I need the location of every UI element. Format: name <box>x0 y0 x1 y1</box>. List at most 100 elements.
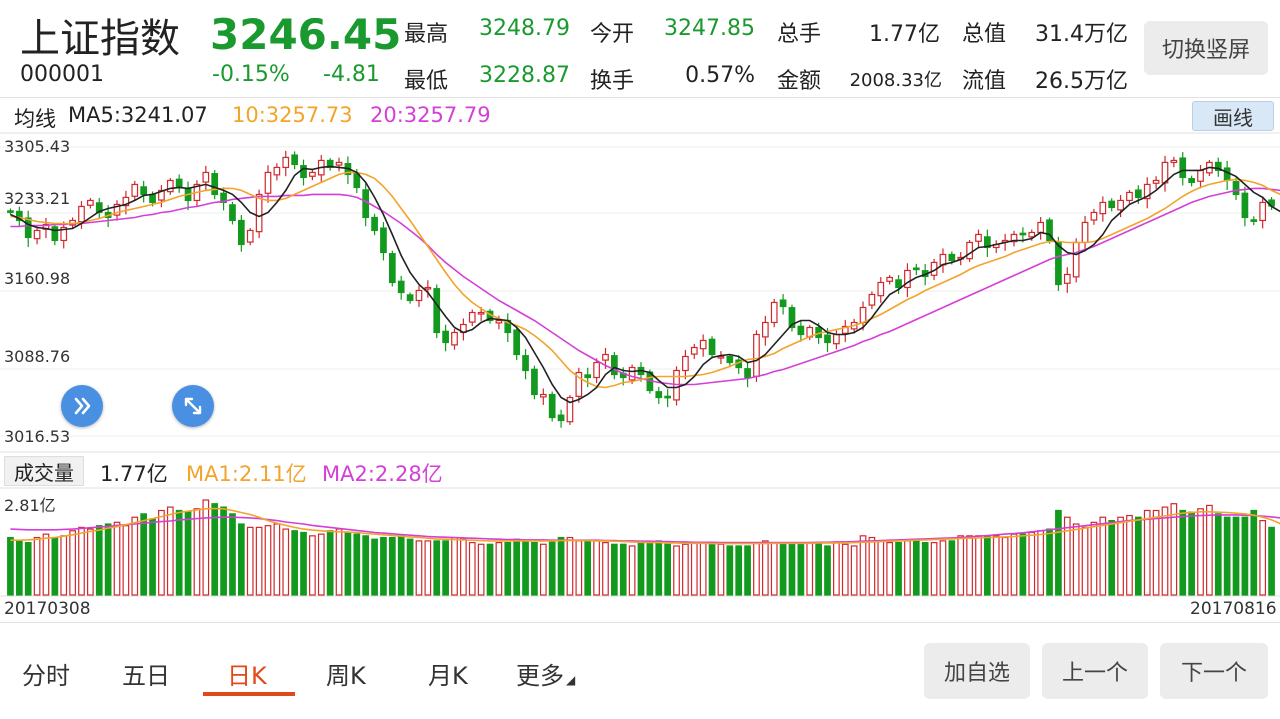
volume-bar <box>690 541 698 596</box>
volume-bar <box>33 536 41 596</box>
candle-body <box>761 321 769 338</box>
fullscreen-button[interactable] <box>172 385 214 427</box>
candle-body <box>255 193 263 233</box>
price-axis-label: 3088.76 <box>4 347 71 366</box>
candle-body <box>904 269 911 289</box>
candle-body <box>1072 241 1080 278</box>
volume-bar <box>619 543 627 596</box>
tab-five-day[interactable]: 五日 <box>122 662 170 690</box>
volume-bar <box>1037 530 1045 596</box>
stat-label-amount: 金额 <box>777 69 822 94</box>
tab-weekly-k[interactable]: 周K <box>326 662 366 690</box>
candle-body <box>1170 159 1178 164</box>
volume-bar <box>211 503 219 596</box>
candle-body <box>690 346 698 355</box>
volume-bar <box>1241 516 1249 596</box>
candle-body <box>655 391 663 399</box>
ma5-line <box>10 165 1280 404</box>
candle-body <box>948 253 956 262</box>
volume-bar <box>779 541 787 596</box>
volume-bar <box>566 536 574 596</box>
volume-bar <box>1063 516 1071 596</box>
stat-label-low: 最低 <box>404 69 449 94</box>
volume-bar <box>522 540 529 596</box>
tab-more[interactable]: 更多 ◢ <box>516 656 575 691</box>
candle-body <box>1108 200 1116 209</box>
volume-bar <box>1019 533 1027 596</box>
header-divider <box>0 97 1280 98</box>
volume-bar <box>149 518 156 596</box>
volume-bar <box>504 541 512 596</box>
volume-bars <box>7 499 1275 596</box>
candle-body <box>113 203 121 216</box>
draw-line-button[interactable]: 画线 <box>1192 101 1274 131</box>
ma20-line <box>10 187 1280 386</box>
candle-body <box>202 171 210 183</box>
volume-bar <box>531 541 538 596</box>
candle-body <box>309 171 316 177</box>
candle-body <box>335 161 343 166</box>
volume-bar <box>397 535 405 596</box>
volume-bar <box>344 531 352 596</box>
tab-daily-k[interactable]: 日K <box>227 662 267 690</box>
volume-bar <box>1206 504 1213 596</box>
add-watchlist-button[interactable]: 加自选 <box>924 643 1030 699</box>
candle-body <box>1046 219 1053 242</box>
next-button[interactable]: 下一个 <box>1160 643 1268 699</box>
candle-body <box>770 301 778 324</box>
price-axis-label: 3016.53 <box>4 427 71 446</box>
volume-ma1: MA1:2.11亿 <box>186 462 307 486</box>
volume-bar <box>513 538 521 596</box>
volume-value: 1.77亿 <box>100 462 168 486</box>
volume-bar <box>1214 513 1222 596</box>
tab-monthly-k[interactable]: 月K <box>428 662 468 690</box>
volume-bar <box>1001 536 1009 596</box>
stat-label-total-value: 总值 <box>962 22 1007 47</box>
candle-body <box>1028 231 1036 238</box>
volume-bar <box>806 541 814 596</box>
volume-bar <box>1250 509 1258 596</box>
candle-body <box>912 267 920 271</box>
volume-bar <box>859 535 867 596</box>
volume-bar <box>282 528 290 596</box>
volume-bar <box>460 538 467 596</box>
candle-body <box>1055 241 1062 286</box>
stat-label-turnover: 换手 <box>590 69 635 94</box>
volume-bar <box>1081 526 1089 596</box>
previous-button[interactable]: 上一个 <box>1042 643 1148 699</box>
volume-bar <box>229 513 236 596</box>
volume-bar <box>602 541 609 596</box>
candle-body <box>682 355 689 372</box>
volume-bar <box>904 540 911 596</box>
volume-bar <box>1108 520 1116 596</box>
candle-body <box>1010 233 1018 243</box>
candle-body <box>1223 167 1231 182</box>
ma10-value: 10:3257.73 <box>232 103 353 127</box>
volume-bar <box>415 540 423 596</box>
volume-axis-max: 2.81亿 <box>4 496 56 515</box>
candle-body <box>371 216 378 232</box>
volume-bar <box>753 541 760 596</box>
volume-bar <box>60 535 68 596</box>
volume-bar <box>317 533 325 596</box>
candle-body <box>451 331 458 346</box>
volume-bar <box>1072 523 1080 596</box>
candle-body <box>131 183 139 197</box>
volume-bar <box>637 541 645 596</box>
switch-portrait-button[interactable]: 切换竖屏 <box>1144 21 1268 75</box>
stat-value-float-value: 26.5万亿 <box>1035 69 1128 94</box>
volume-bar <box>202 499 210 596</box>
volume-bar <box>1126 514 1133 596</box>
candle-body <box>975 233 982 242</box>
candle-body <box>149 193 156 204</box>
candle-body <box>326 159 334 169</box>
volume-bar <box>1090 521 1098 596</box>
candle-body <box>380 227 387 254</box>
volume-indicator-tab[interactable]: 成交量 <box>4 456 84 486</box>
tab-timeshare[interactable]: 分时 <box>22 662 70 690</box>
stat-value-open: 3247.85 <box>664 16 755 41</box>
volume-bar <box>957 535 965 596</box>
expand-left-button[interactable] <box>61 385 103 427</box>
candle-body <box>513 329 521 356</box>
